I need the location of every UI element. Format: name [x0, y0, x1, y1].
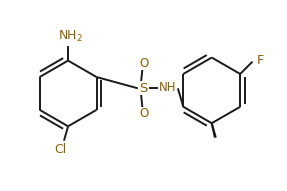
Text: S: S: [139, 82, 147, 95]
Text: Cl: Cl: [54, 143, 66, 156]
Text: O: O: [139, 107, 149, 120]
Text: F: F: [257, 54, 264, 67]
Text: NH: NH: [159, 81, 177, 94]
Text: O: O: [139, 57, 149, 70]
Text: NH$_2$: NH$_2$: [58, 29, 83, 44]
